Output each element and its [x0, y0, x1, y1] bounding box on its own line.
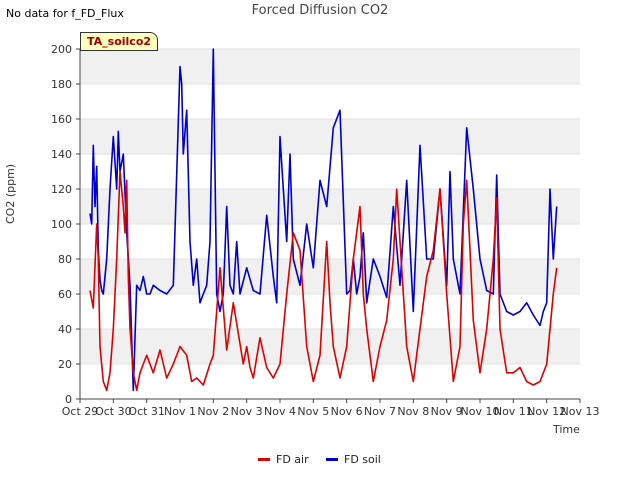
y-axis-label: CO2 (ppm): [4, 163, 17, 224]
legend-item-fd-soil: FD soil: [326, 453, 381, 466]
legend-swatch-fd-air: [258, 458, 270, 461]
x-tick-label: Nov 11: [494, 405, 533, 418]
x-tick-label: Oct 31: [128, 405, 165, 418]
x-tick-label: Nov 8: [397, 405, 429, 418]
x-tick-label: Nov 7: [364, 405, 396, 418]
no-data-message: No data for f_FD_Flux: [6, 7, 124, 20]
x-tick-label: Nov 13: [561, 405, 600, 418]
y-tick-label: 140: [51, 148, 72, 161]
y-tick-label: 100: [51, 218, 72, 231]
grid-band: [80, 329, 580, 364]
series-line-fd-soil: [89, 48, 558, 392]
x-tick-label: Nov 6: [331, 405, 363, 418]
x-tick-label: Nov 3: [231, 405, 263, 418]
y-tick-label: 0: [65, 393, 72, 406]
site-tag-label: TA_soilco2: [80, 32, 159, 51]
legend-item-fd-air: FD air: [258, 453, 309, 466]
y-tick-label: 40: [58, 323, 72, 336]
grid-band: [80, 119, 580, 154]
x-tick-label: Nov 2: [197, 405, 229, 418]
x-tick-label: Oct 30: [95, 405, 132, 418]
grid-band: [80, 189, 580, 224]
x-axis-label: Time: [553, 423, 580, 436]
legend-label-fd-soil: FD soil: [344, 453, 381, 466]
legend-label-fd-air: FD air: [276, 453, 309, 466]
y-tick-label: 180: [51, 78, 72, 91]
y-tick-label: 200: [51, 43, 72, 56]
y-tick-label: 120: [51, 183, 72, 196]
x-tick-label: Nov 1: [164, 405, 196, 418]
chart-title: Forced Diffusion CO2: [251, 3, 389, 18]
grid-band: [80, 49, 580, 84]
y-tick-label: 60: [58, 288, 72, 301]
x-tick-label: Nov 12: [527, 405, 566, 418]
x-tick-label: Nov 10: [461, 405, 500, 418]
legend-swatch-fd-soil: [326, 458, 338, 461]
x-tick-label: Oct 29: [62, 405, 99, 418]
x-tick-label: Nov 5: [297, 405, 329, 418]
y-tick-label: 80: [58, 253, 72, 266]
series-line-fd-air: [89, 170, 558, 392]
x-tick-label: Nov 4: [264, 405, 296, 418]
y-tick-label: 160: [51, 113, 72, 126]
y-tick-label: 20: [58, 358, 72, 371]
x-tick-label: Nov 9: [431, 405, 463, 418]
